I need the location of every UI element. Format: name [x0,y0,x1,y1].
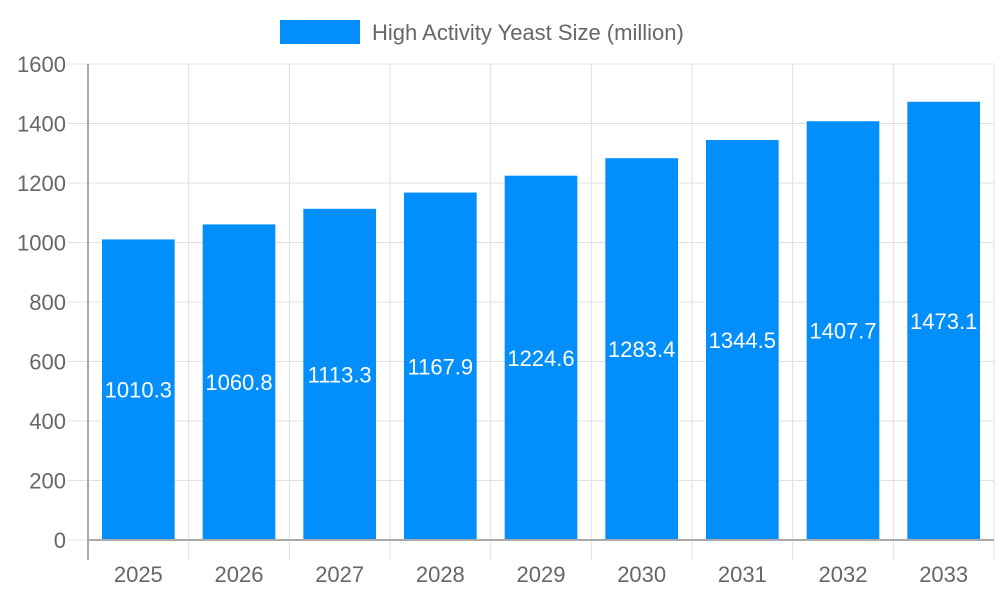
data-label-2033: 1473.1 [910,309,977,334]
data-label-2030: 1283.4 [608,337,675,362]
y-tick-label: 200 [29,469,66,494]
legend[interactable]: High Activity Yeast Size (million) [280,20,684,45]
bar-2026 [202,224,276,541]
data-label-2031: 1344.5 [709,328,776,353]
bars [102,101,980,541]
bar-2029 [504,175,578,540]
data-label-2029: 1224.6 [507,346,574,371]
x-tick-label: 2030 [617,562,666,587]
x-tick-label: 2027 [315,562,364,587]
x-tick-label: 2031 [718,562,767,587]
y-tick-label: 1000 [17,231,66,256]
data-labels: 1010.3 1060.8 1113.3 1167.9 1224.6 1283.4 1344… [105,309,978,403]
x-tick-label: 2026 [215,562,264,587]
data-label-2025: 1010.3 [105,378,172,403]
y-tick-label: 800 [29,290,66,315]
y-tick-label: 1200 [17,171,66,196]
legend-swatch [280,20,360,44]
y-tick-label: 1600 [17,52,66,77]
x-tick-label: 2032 [819,562,868,587]
data-label-2026: 1060.8 [205,370,272,395]
y-tick-label: 400 [29,409,66,434]
axes: 0 200 400 600 800 1000 1200 1400 1600 2025 2026 202… [17,52,995,587]
x-tick-label: 2033 [919,562,968,587]
y-tick-label: 1400 [17,112,66,137]
x-tick-label: 2025 [114,562,163,587]
data-label-2032: 1407.7 [809,319,876,344]
bar-2032 [806,121,880,540]
bar-2030 [605,158,678,540]
y-tick-label: 0 [54,528,66,553]
data-label-2027: 1113.3 [308,362,372,387]
bar-2033 [907,101,980,540]
bar-2031 [706,140,779,541]
data-label-2028: 1167.9 [408,354,474,379]
legend-label: High Activity Yeast Size (million) [372,20,684,45]
bar-2028 [404,192,477,540]
x-tick-label: 2028 [416,562,465,587]
bar-2025 [102,239,175,541]
x-tick-label: 2029 [517,562,566,587]
bar-2027 [303,208,376,540]
y-tick-label: 600 [29,350,66,375]
